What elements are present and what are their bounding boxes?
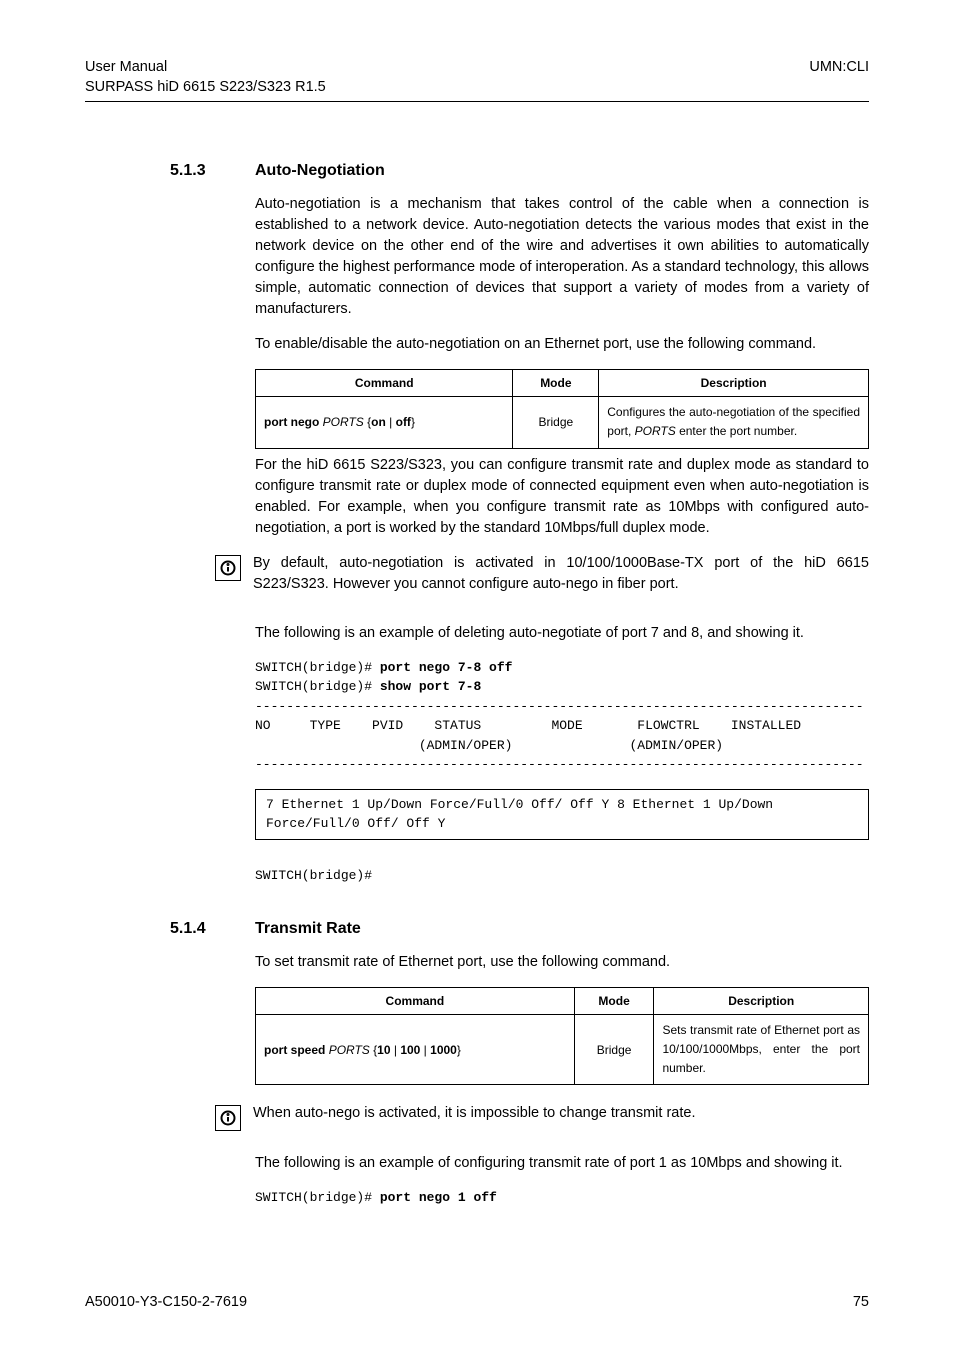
- desc-cell: Sets transmit rate of Ethernet port as 1…: [654, 1014, 869, 1085]
- info-icon: [215, 1105, 241, 1131]
- footer-page-number: 75: [853, 1294, 869, 1310]
- section-number-autoneg: 5.1.3: [170, 162, 206, 180]
- page-footer: A50010-Y3-C150-2-7619 75: [85, 1294, 869, 1310]
- th-mode: Mode: [574, 987, 654, 1014]
- header-manual-title: User Manual: [85, 58, 326, 78]
- th-mode: Mode: [513, 370, 599, 397]
- speed-note: When auto-nego is activated, it is impos…: [253, 1103, 695, 1124]
- table-row: port nego PORTS {on | off} Bridge Config…: [256, 397, 869, 448]
- autoneg-cmd-lead: To enable/disable the auto-negotiation o…: [255, 334, 869, 355]
- table-row: port speed PORTS {10 | 100 | 1000} Bridg…: [256, 1014, 869, 1085]
- th-description: Description: [599, 370, 869, 397]
- speed-example-lead: The following is an example of configuri…: [255, 1153, 869, 1174]
- mode-cell: Bridge: [574, 1014, 654, 1085]
- header-doc-code: UMN:CLI: [809, 58, 869, 97]
- autoneg-intro: Auto-negotiation is a mechanism that tak…: [255, 194, 869, 320]
- cli-block-autoneg: SWITCH(bridge)# port nego 7-8 off SWITCH…: [255, 658, 869, 775]
- cli-prompt-end: SWITCH(bridge)#: [255, 866, 869, 886]
- autoneg-postnote: For the hiD 6615 S223/S323, you can conf…: [255, 455, 869, 539]
- cli-block-speed: SWITCH(bridge)# port nego 1 off: [255, 1188, 869, 1208]
- page-header: User Manual SURPASS hiD 6615 S223/S323 R…: [85, 58, 869, 97]
- th-command: Command: [256, 987, 575, 1014]
- footer-doc-id: A50010-Y3-C150-2-7619: [85, 1294, 247, 1310]
- cli-output-box: 7 Ethernet 1 Up/Down Force/Full/0 Off/ O…: [255, 789, 869, 841]
- section-title-autoneg: Auto-Negotiation: [255, 162, 869, 180]
- table-header-row: Command Mode Description: [256, 370, 869, 397]
- info-icon: [215, 555, 241, 581]
- section-number-speed: 5.1.4: [170, 920, 206, 938]
- mode-cell: Bridge: [513, 397, 599, 448]
- cli-output-wrap: 7 Ethernet 1 Up/Down Force/Full/0 Off/ O…: [255, 789, 869, 841]
- autoneg-command-table: Command Mode Description port nego PORTS…: [255, 369, 869, 448]
- speed-cmd-lead: To set transmit rate of Ethernet port, u…: [255, 952, 869, 973]
- speed-command-table: Command Mode Description port speed PORT…: [255, 987, 869, 1086]
- cmd-cell: port nego PORTS {on | off}: [256, 397, 513, 448]
- th-command: Command: [256, 370, 513, 397]
- cmd-cell: port speed PORTS {10 | 100 | 1000}: [256, 1014, 575, 1085]
- header-product-line: SURPASS hiD 6615 S223/S323 R1.5: [85, 78, 326, 98]
- th-description: Description: [654, 987, 869, 1014]
- autoneg-note: By default, auto-negotiation is activate…: [253, 553, 869, 595]
- table-header-row: Command Mode Description: [256, 987, 869, 1014]
- header-rule: [85, 101, 869, 102]
- desc-cell: Configures the auto-negotiation of the s…: [599, 397, 869, 448]
- autoneg-example-lead: The following is an example of deleting …: [255, 623, 869, 644]
- section-title-speed: Transmit Rate: [255, 920, 869, 938]
